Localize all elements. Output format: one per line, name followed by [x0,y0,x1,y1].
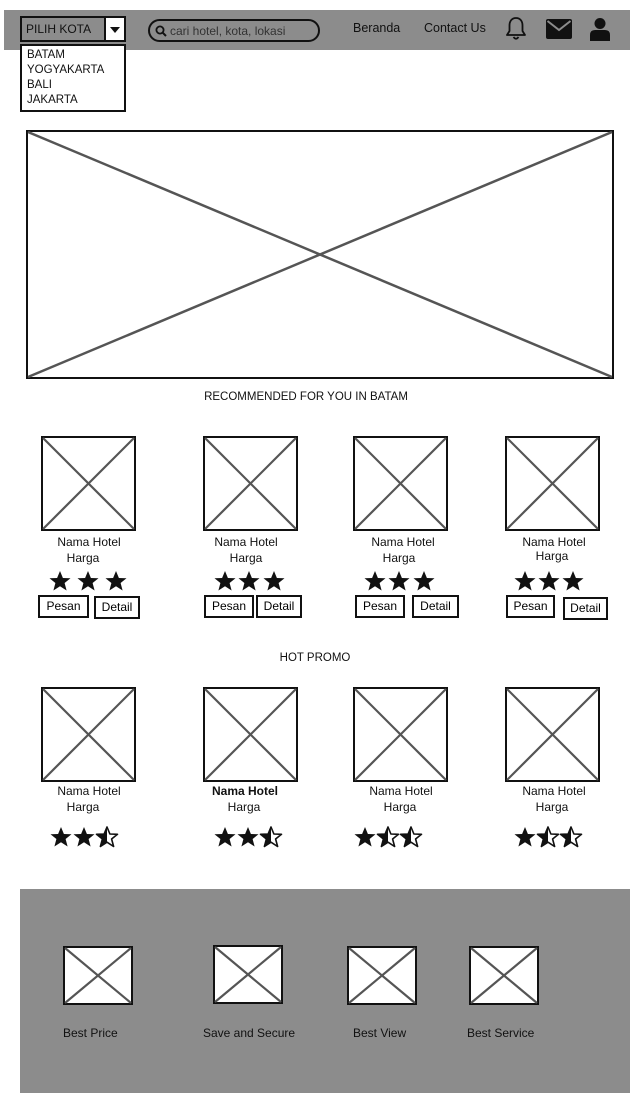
promo-hotel-name: Nama Hotel [369,784,433,798]
feature-label-best-service: Best Service [467,1026,535,1040]
book-button[interactable]: Pesan [355,595,405,618]
city-option-yogyakarta[interactable]: YOGYAKARTA [27,64,105,76]
star-rating [48,570,132,592]
half-star-icon [259,826,283,848]
bell-icon[interactable] [505,16,527,45]
promo-section-title: HOT PROMO [279,652,351,664]
star-rating [213,570,297,592]
city-select-label: PILIH KOTA [26,22,92,36]
search-box [148,19,320,42]
promo-hotel-name: Nama Hotel [522,784,586,798]
star-rating [513,570,597,592]
detail-button[interactable]: Detail [563,597,608,620]
hotel-price: Harga [382,551,416,565]
star-icon [562,571,584,591]
star-icon [49,571,71,591]
city-option-batam[interactable]: BATAM [27,49,65,61]
city-option-bali[interactable]: BALI [27,79,52,91]
half-star-icon [376,826,400,848]
hotel-price: Harga [66,551,100,565]
promo-hotel-image [203,687,298,782]
star-icon [388,571,410,591]
star-icon [413,571,435,591]
detail-button[interactable]: Detail [94,596,140,619]
star-icon [514,827,536,847]
hotel-image [203,436,298,531]
feature-image [213,945,283,1004]
hotel-price: Harga [535,549,569,563]
nav-link-beranda[interactable]: Beranda [353,21,401,35]
promo-hotel-image [505,687,600,782]
star-icon [263,571,285,591]
city-option-jakarta[interactable]: JAKARTA [27,94,78,106]
hotel-name: Nama Hotel [57,535,121,549]
envelope-icon[interactable] [546,19,572,42]
feature-image [63,946,133,1005]
star-rating [213,826,285,848]
half-star-icon [559,826,583,848]
hero-banner-image [26,130,614,379]
star-icon [538,571,560,591]
feature-label-best-view: Best View [353,1026,407,1040]
promo-hotel-image [353,687,448,782]
promo-hotel-price: Harga [227,800,261,814]
recommended-section-title: RECOMMENDED FOR YOU IN BATAM [204,391,408,403]
feature-image [469,946,539,1005]
user-icon[interactable] [590,17,610,44]
promo-hotel-image [41,687,136,782]
book-button[interactable]: Pesan [38,595,89,618]
hotel-name: Nama Hotel [522,535,586,549]
book-button[interactable]: Pesan [506,595,555,618]
star-icon [354,827,376,847]
star-rating [363,570,447,592]
star-icon [73,827,95,847]
detail-button[interactable]: Detail [412,595,459,618]
star-rating [513,826,585,848]
star-icon [50,827,72,847]
feature-label-save-and-secure: Save and Secure [203,1026,296,1040]
promo-hotel-price: Harga [66,800,100,814]
half-star-icon [536,826,560,848]
star-icon [514,571,536,591]
feature-label-best-price: Best Price [63,1026,118,1040]
book-button[interactable]: Pesan [204,595,254,618]
star-icon [214,827,236,847]
hotel-image [353,436,448,531]
promo-hotel-price: Harga [535,800,569,814]
search-icon [155,25,167,37]
hotel-price: Harga [229,551,263,565]
city-select-toggle[interactable] [104,16,124,42]
star-rating [49,826,121,848]
promo-hotel-name: Nama Hotel [211,784,279,798]
promo-hotel-price: Harga [383,800,417,814]
chevron-down-icon [110,27,120,33]
search-input[interactable] [170,22,315,39]
city-dropdown-list: BATAM YOGYAKARTA BALI JAKARTA [20,44,126,112]
hotel-name: Nama Hotel [371,535,435,549]
half-star-icon [399,826,423,848]
half-star-icon [95,826,119,848]
hotel-name: Nama Hotel [214,535,278,549]
star-icon [77,571,99,591]
detail-button[interactable]: Detail [256,595,302,618]
hotel-image [41,436,136,531]
promo-hotel-name: Nama Hotel [57,784,121,798]
city-select[interactable]: PILIH KOTA [20,16,126,42]
feature-image [347,946,417,1005]
star-icon [237,827,259,847]
star-icon [238,571,260,591]
star-rating [353,826,425,848]
star-icon [214,571,236,591]
star-icon [105,571,127,591]
hotel-image [505,436,600,531]
nav-link-contact-us[interactable]: Contact Us [424,21,486,35]
star-icon [364,571,386,591]
